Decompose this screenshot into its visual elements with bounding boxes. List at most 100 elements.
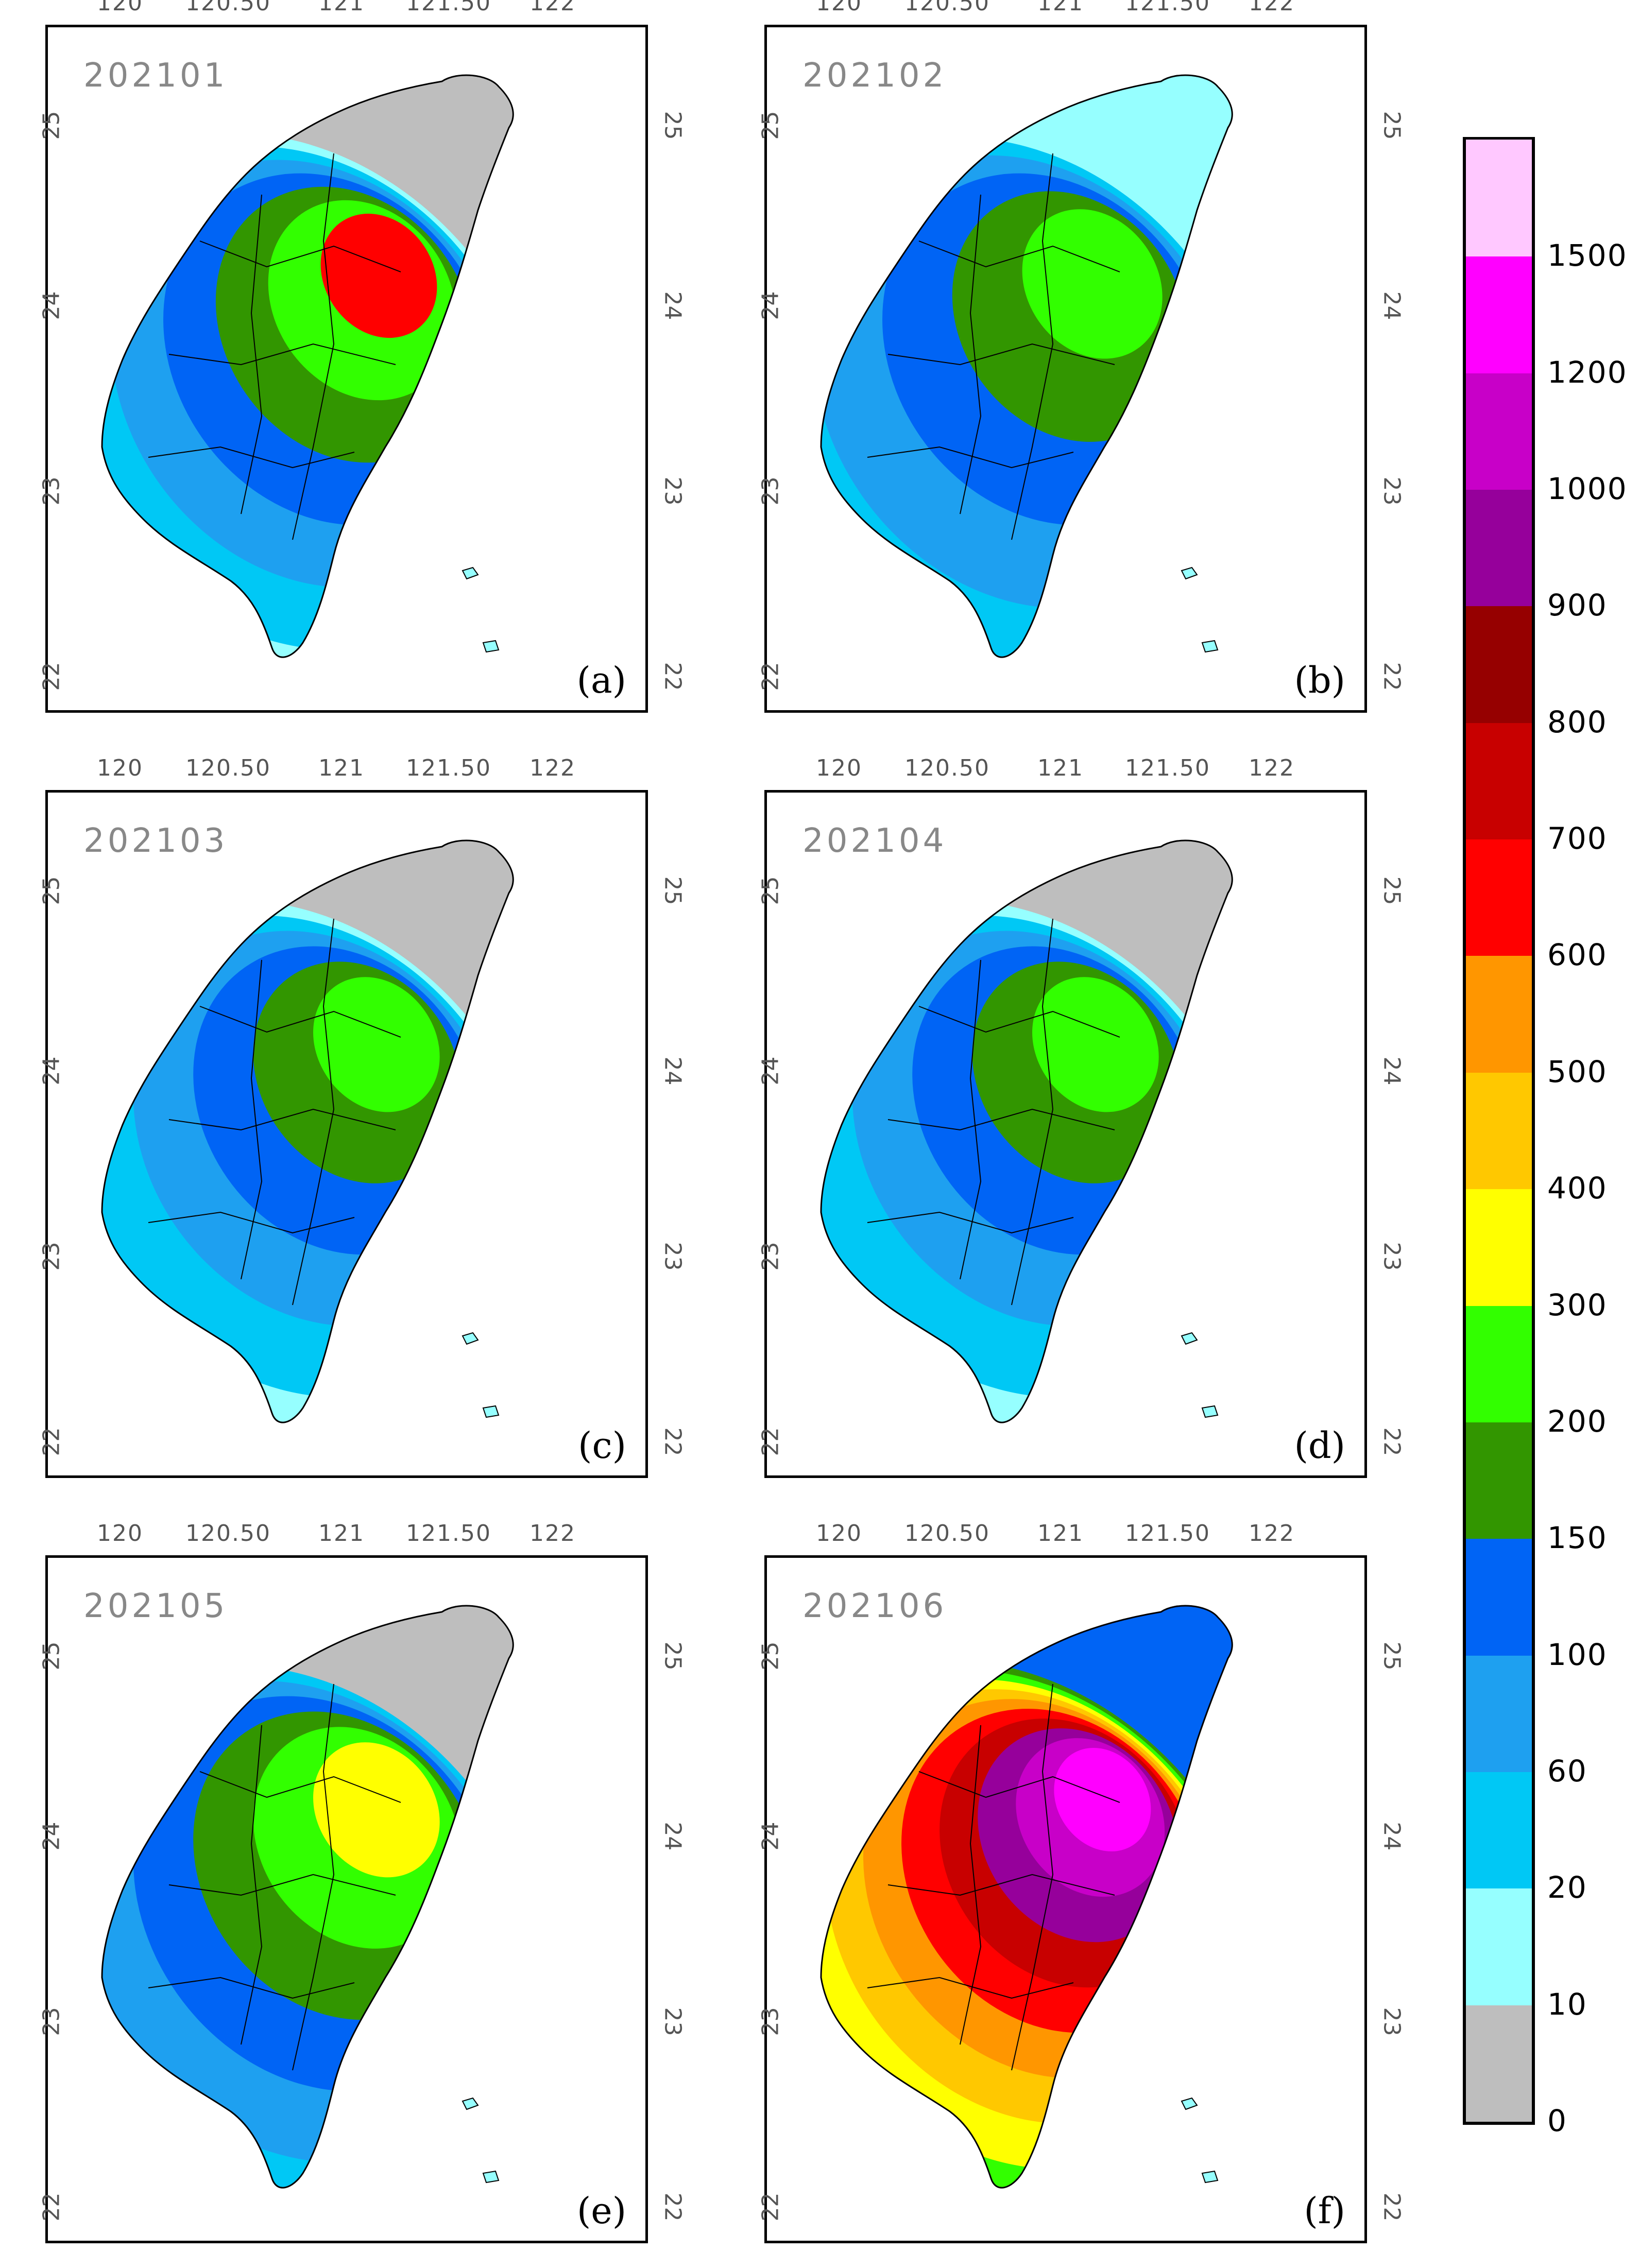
legend-value: 700 (1547, 821, 1608, 856)
lon-tick: 122 (529, 0, 576, 16)
lat-tick: 24 (757, 1822, 784, 1851)
panel-date: 202101 (83, 57, 228, 95)
panel-date: 202103 (83, 822, 228, 860)
county-boundaries (867, 153, 1120, 540)
coastline (820, 1605, 1233, 2189)
lon-tick: 120 (97, 0, 143, 16)
lat-tick: 22 (757, 2192, 784, 2222)
lon-tick: 120.50 (185, 755, 271, 781)
lon-tick: 120.50 (185, 0, 271, 16)
taiwan-map (101, 1605, 514, 2189)
lat-tick: 25 (38, 876, 65, 905)
lat-tick: 25 (659, 111, 686, 140)
lat-tick: 23 (659, 476, 686, 506)
lat-tick: 22 (659, 2192, 686, 2222)
legend-swatch (1466, 722, 1532, 840)
map-panel-d: 120 120.50 121 121.50 122 25 24 23 22 25… (758, 755, 1405, 1478)
rainfall-zone (1022, 209, 1163, 359)
legend-value: 20 (1547, 1870, 1587, 1905)
lon-tick: 120 (816, 755, 862, 781)
taiwan-map (820, 839, 1233, 1423)
panel-label: (f) (1304, 2190, 1345, 2232)
legend-value: 100 (1547, 1637, 1608, 1672)
lon-tick: 122 (529, 755, 576, 781)
map-panel-e: 120 120.50 121 121.50 122 25 24 23 22 25… (39, 1520, 686, 2243)
panel-date: 202105 (83, 1587, 228, 1625)
lat-tick: 24 (659, 1822, 686, 1851)
lat-tick: 25 (659, 1641, 686, 1671)
panel-date: 202102 (802, 57, 947, 95)
legend-value: 300 (1547, 1287, 1608, 1322)
county-boundaries (867, 918, 1120, 1305)
legend-value: 1500 (1547, 238, 1628, 273)
lat-tick: 25 (757, 111, 784, 140)
taiwan-map (101, 839, 514, 1423)
map-panel-b: 120 120.50 121 121.50 122 25 24 23 22 25… (758, 0, 1405, 713)
panel-label: (b) (1294, 659, 1345, 701)
panel-label: (e) (576, 2190, 626, 2232)
lat-tick: 25 (757, 1641, 784, 1671)
lon-tick: 120.50 (904, 0, 990, 16)
rainfall-zone (320, 213, 437, 338)
lat-tick: 22 (1378, 2192, 1405, 2222)
lon-tick: 121.50 (406, 755, 491, 781)
lat-tick: 24 (757, 1056, 784, 1086)
lat-tick: 25 (1378, 876, 1405, 905)
taiwan-map (820, 74, 1233, 658)
legend-swatch (1466, 1771, 1532, 1889)
legend-value: 500 (1547, 1054, 1608, 1089)
lat-tick: 23 (659, 1242, 686, 1271)
lon-tick: 121 (1037, 1520, 1084, 1547)
lat-tick: 23 (38, 476, 65, 506)
panel-date: 202104 (802, 822, 947, 860)
lat-tick: 23 (757, 476, 784, 506)
legend-swatch (1466, 955, 1532, 1073)
lon-tick: 121 (1037, 755, 1084, 781)
map-panel-f: 120 120.50 121 121.50 122 25 24 23 22 25… (758, 1520, 1405, 2243)
offshore-island (462, 1332, 500, 1418)
lat-tick: 25 (1378, 1641, 1405, 1671)
coastline (820, 74, 1233, 658)
map-panel-c: 120 120.50 121 121.50 122 25 24 23 22 25… (39, 755, 686, 1478)
lon-tick: 120.50 (185, 1520, 271, 1547)
color-legend (1463, 137, 1535, 2125)
lon-tick: 121.50 (406, 1520, 491, 1547)
legend-value: 400 (1547, 1171, 1608, 1206)
lat-tick: 24 (38, 1822, 65, 1851)
legend-swatch (1466, 140, 1532, 257)
legend-swatch (1466, 1538, 1532, 1656)
legend-swatch (1466, 256, 1532, 373)
legend-swatch (1466, 489, 1532, 607)
legend-swatch (1466, 1072, 1532, 1190)
lon-tick: 121.50 (406, 0, 491, 16)
legend-swatch (1466, 1421, 1532, 1539)
legend-value: 600 (1547, 937, 1608, 973)
lon-tick: 122 (1249, 755, 1295, 781)
legend-value: 1200 (1547, 354, 1628, 390)
lat-tick: 23 (757, 2007, 784, 2036)
legend-value: 10 (1547, 1986, 1587, 2022)
lat-tick: 22 (1378, 662, 1405, 691)
legend-swatch (1466, 1888, 1532, 2005)
rainfall-zone (1054, 1748, 1151, 1852)
lon-tick: 121.50 (1125, 1520, 1210, 1547)
lat-tick: 23 (1378, 2007, 1405, 2036)
offshore-island (462, 2097, 500, 2184)
legend-swatch (1466, 606, 1532, 723)
lat-tick: 22 (38, 662, 65, 691)
coastline (101, 1605, 514, 2189)
legend-value: 800 (1547, 704, 1608, 740)
rainfall-zone (1032, 977, 1159, 1112)
lat-tick: 22 (757, 662, 784, 691)
lat-tick: 23 (757, 1242, 784, 1271)
panel-label: (c) (578, 1424, 626, 1467)
offshore-island (1181, 1332, 1219, 1418)
lon-tick: 122 (1249, 0, 1295, 16)
legend-value: 60 (1547, 1753, 1587, 1789)
legend-value: 150 (1547, 1520, 1608, 1556)
legend-value: 200 (1547, 1403, 1608, 1439)
lon-tick: 120 (97, 755, 143, 781)
offshore-island (1181, 566, 1219, 653)
coastline (101, 74, 514, 658)
legend-swatch (1466, 839, 1532, 956)
